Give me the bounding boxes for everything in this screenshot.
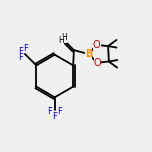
Text: O: O <box>94 58 101 68</box>
Text: F: F <box>58 107 62 116</box>
Text: H: H <box>58 36 64 45</box>
Text: F: F <box>18 47 23 56</box>
Text: O: O <box>93 40 100 50</box>
Text: F: F <box>18 52 23 62</box>
Text: F: F <box>23 44 28 53</box>
Text: F: F <box>47 107 52 116</box>
Text: B: B <box>85 49 92 59</box>
Text: H: H <box>61 33 67 43</box>
Text: F: F <box>52 112 57 121</box>
